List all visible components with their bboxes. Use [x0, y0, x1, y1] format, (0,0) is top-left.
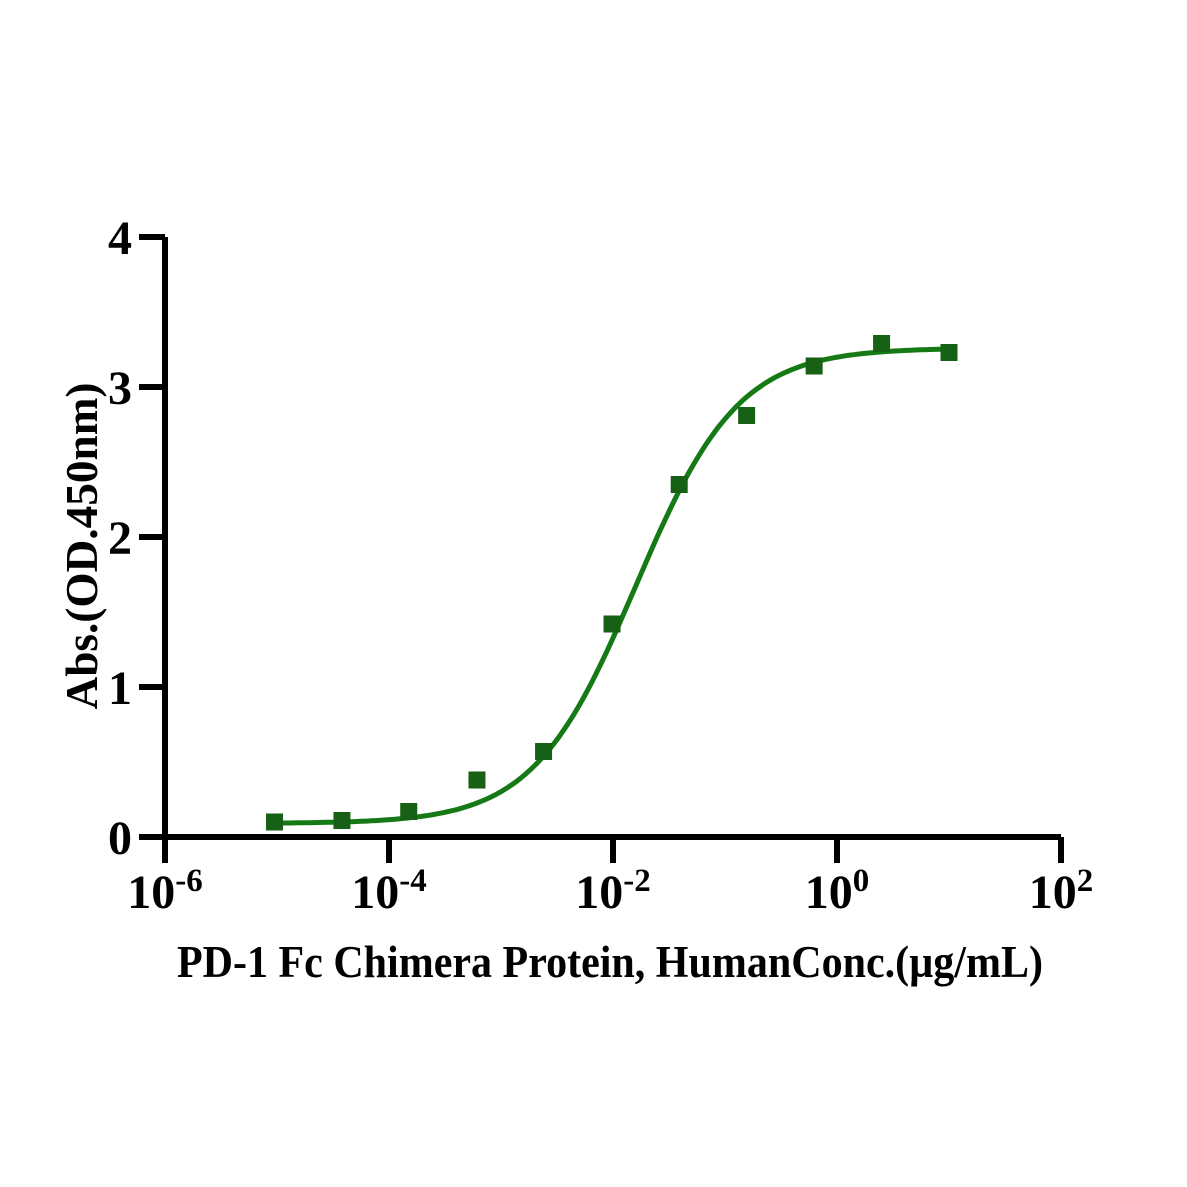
y-tick-label: 3 — [108, 362, 132, 415]
y-tick-label: 4 — [108, 212, 132, 265]
data-point-marker — [468, 771, 486, 789]
data-point-marker — [873, 335, 891, 352]
x-tick-label: 100 — [805, 863, 870, 919]
fit-curve-layer — [272, 346, 952, 826]
data-points-layer — [266, 335, 958, 831]
data-point-marker — [400, 803, 418, 820]
x-tick-label: 102 — [1029, 863, 1094, 919]
x-tick-label: 10-2 — [575, 863, 651, 919]
x-tick-label: 10-4 — [351, 863, 427, 919]
x-axis-title: PD-1 Fc Chimera Protein, HumanConc.(µg/m… — [177, 937, 1043, 987]
data-point-marker — [603, 615, 621, 633]
data-point-marker — [670, 476, 688, 493]
data-point-marker — [266, 813, 284, 831]
tick-label-layer: 0 1 2 3 4 10-6 10-4 10-2 100 102 — [108, 212, 1093, 919]
data-point-marker — [940, 344, 958, 361]
data-point-marker — [805, 357, 823, 375]
data-point-marker — [333, 812, 351, 829]
y-tick-label: 2 — [108, 512, 132, 565]
axis-spines — [162, 237, 1061, 840]
y-tick-label: 1 — [108, 662, 132, 715]
axes-layer — [139, 234, 1064, 863]
y-tick-label: 0 — [108, 812, 132, 865]
data-point-marker — [535, 743, 553, 760]
y-axis-title: Abs.(OD.450nm) — [57, 383, 107, 710]
x-tick-label: 10-6 — [127, 863, 203, 919]
fit-curve — [272, 346, 952, 826]
data-point-marker — [738, 407, 756, 424]
